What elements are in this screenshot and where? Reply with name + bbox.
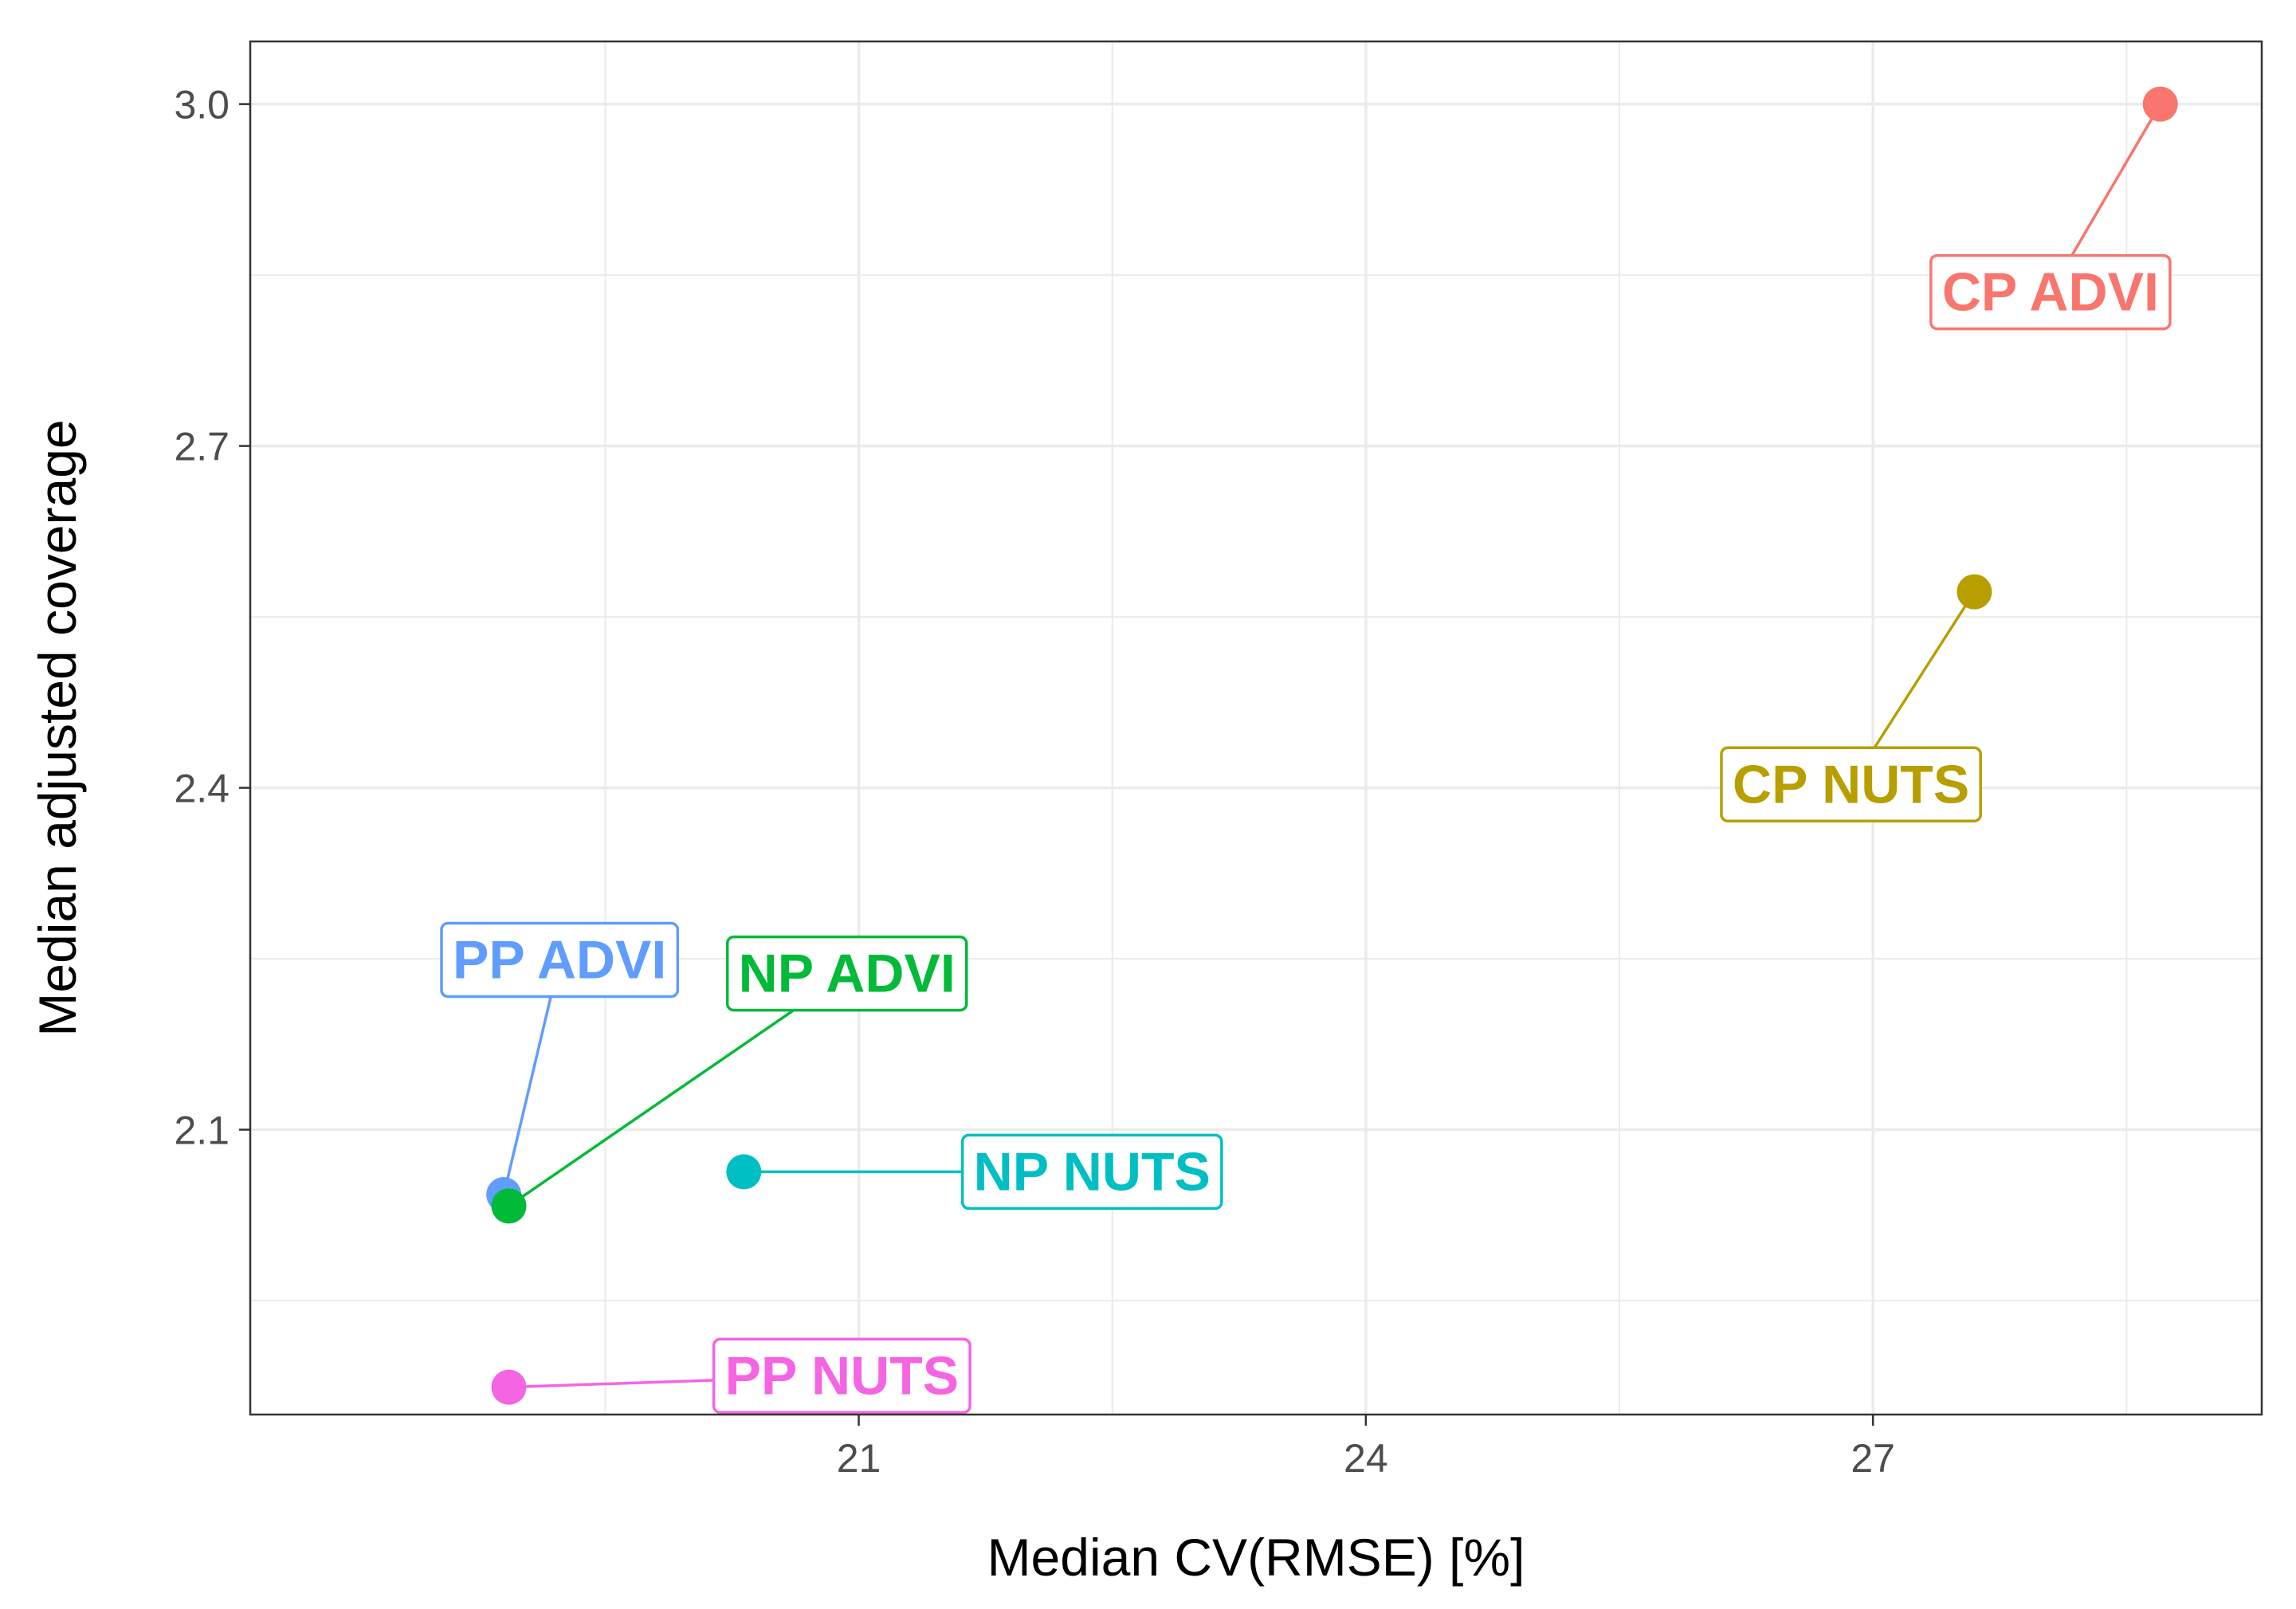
label-connector: [2070, 103, 2162, 257]
label-connector: [508, 1379, 714, 1389]
point-label: CP ADVI: [1942, 262, 2159, 323]
label-box-border: [440, 921, 680, 999]
y-tick-label: 3.0: [174, 83, 230, 128]
point-label: PP ADVI: [453, 929, 666, 990]
point-label-box: CP NUTS: [1720, 746, 1982, 823]
label-connectors: [502, 103, 2162, 1389]
x-tick-label: 24: [1344, 1436, 1388, 1481]
data-point: [726, 1154, 762, 1190]
data-point: [2142, 86, 2178, 122]
point-label-box: NP ADVI: [725, 935, 968, 1012]
grid-lines: [250, 41, 2262, 1415]
x-axis-title: Median CV(RMSE) [%]: [987, 1528, 1525, 1587]
label-box-border: [712, 1337, 971, 1415]
y-tick-label: 2.1: [174, 1109, 230, 1153]
label-connector: [508, 1009, 795, 1207]
x-tick-label: 27: [1851, 1436, 1895, 1481]
data-point: [491, 1369, 527, 1405]
point-label-box: CP ADVI: [1929, 253, 2172, 331]
label-box-border: [960, 1133, 1223, 1211]
label-connector: [1873, 591, 1976, 749]
point-label-box: NP NUTS: [960, 1133, 1223, 1211]
point-label: PP NUTS: [725, 1345, 959, 1406]
point-label-box: PP ADVI: [440, 921, 680, 999]
label-box-border: [725, 935, 968, 1012]
label-box-border: [1720, 746, 1982, 823]
y-axis-title: Median adjusted coverage: [28, 419, 87, 1036]
point-label-box: PP NUTS: [712, 1337, 971, 1415]
point-label: CP NUTS: [1733, 754, 1969, 814]
point-label: NP ADVI: [739, 944, 956, 1004]
data-point: [491, 1188, 527, 1224]
y-tick-label: 2.4: [174, 767, 230, 811]
axis-ticks: 21 24 27 2.1 2.4 2.7 3.0: [174, 83, 1894, 1481]
panel-border: [249, 40, 2263, 1416]
y-tick-label: 2.7: [174, 425, 230, 469]
point-label: NP NUTS: [974, 1141, 1211, 1202]
label-connector: [502, 996, 552, 1195]
point-labels: CP ADVI CP NUTS PP ADVI NP ADVI NP NUTS PP NU…: [440, 253, 2172, 1415]
data-points: [486, 86, 2178, 1405]
data-point: [1957, 574, 1992, 610]
x-tick-label: 21: [837, 1436, 881, 1481]
label-box-border: [1929, 253, 2172, 331]
